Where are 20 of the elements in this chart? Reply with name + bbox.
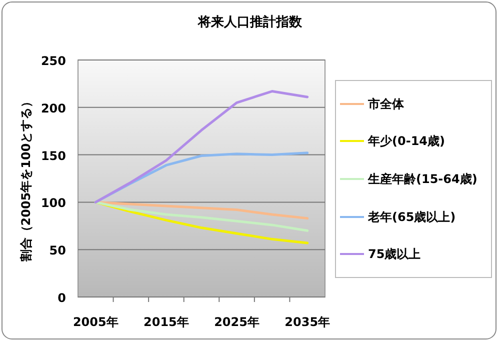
x-tick-label: 2025年 [214,315,260,329]
legend-label: 市全体 [368,96,404,112]
y-tick-label: 100 [40,196,66,210]
legend-label: 年少(0-14歳) [368,133,445,150]
line-series [94,200,309,232]
y-tick-label: 150 [40,148,66,163]
y-tick-label: 50 [49,244,66,258]
title: 将来人口推計指数 [198,15,302,30]
x-tick-label: 2005年 [72,315,118,329]
y-axis-title: 割合（2005年を100とする） [19,95,33,263]
legend-label: 生産年齢(15-64歳) [368,170,478,187]
y-tick-label: 250 [40,54,66,68]
x-tick-label: 2035年 [284,315,330,329]
y-tick-label: 0 [58,291,66,305]
legend-label: 75歳以上 [368,246,421,262]
line-series [94,200,309,220]
legend-label: 老年(65歳以上) [368,208,456,225]
x-tick-label: 2015年 [144,315,189,329]
line-series [94,90,309,204]
y-tick-label: 200 [40,101,66,116]
